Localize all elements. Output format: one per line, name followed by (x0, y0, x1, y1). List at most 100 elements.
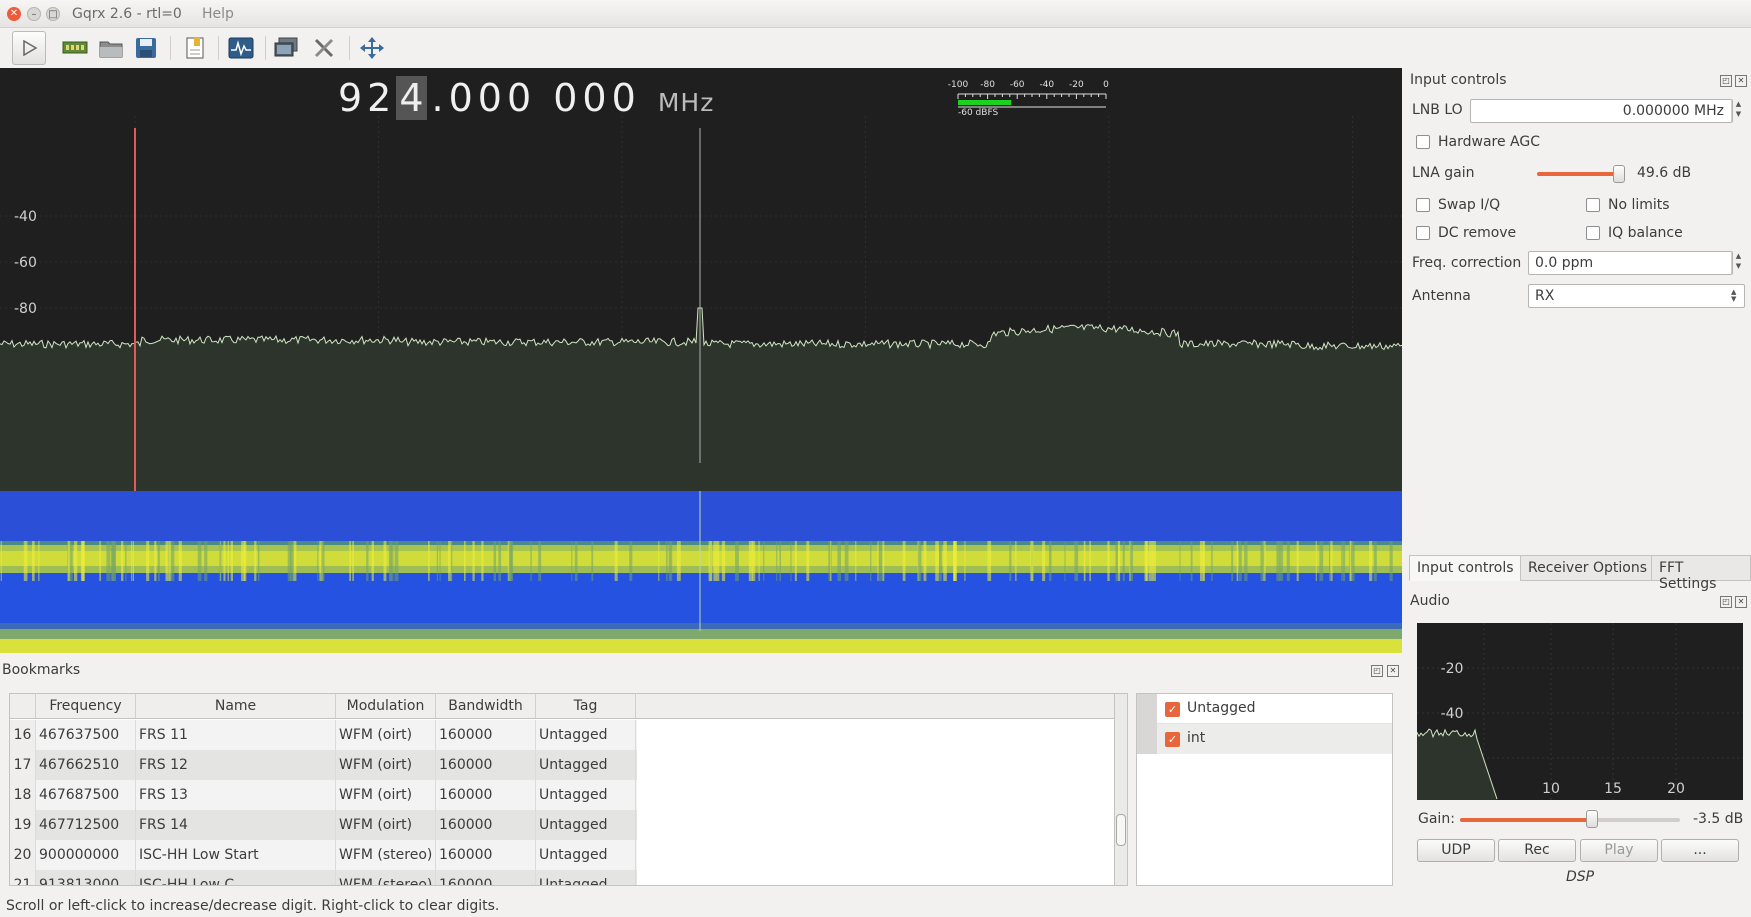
menu-help[interactable]: Help (202, 6, 234, 22)
waterfall-streak (80, 541, 85, 581)
waterfall-streak (428, 541, 430, 581)
udp-button[interactable]: UDP (1417, 839, 1495, 862)
iq-balance-checkbox[interactable] (1586, 226, 1600, 240)
close-dock-icon[interactable]: ✕ (1387, 665, 1399, 677)
waterfall-streak (1145, 541, 1149, 581)
bookmarks-table[interactable]: Frequency Name Modulation Bandwidth Tag … (9, 693, 1115, 886)
float-dock-icon[interactable]: ◰ (1720, 75, 1732, 87)
tab-receiver-options[interactable]: Receiver Options (1520, 555, 1656, 581)
window-title: Gqrx 2.6 - rtl=0 (72, 6, 182, 22)
fullscreen-icon[interactable] (357, 33, 387, 63)
table-row[interactable]: 21 913813000 ISC-HH Low C WFM (stereo) 16000… (10, 870, 637, 885)
table-row[interactable]: 18 467687500 FRS 13 WFM (oirt) 160000 Untagge… (10, 780, 637, 810)
frequency-selected-digit[interactable]: 4 (396, 76, 427, 120)
waterfall-streak (1369, 541, 1373, 581)
waterfall-streak (317, 541, 319, 581)
antenna-select[interactable]: RX (1528, 284, 1745, 308)
freq-correction-field[interactable]: 0.0 ppm (1528, 251, 1733, 275)
minimize-window-button[interactable]: – (27, 7, 41, 21)
no-limits-checkbox[interactable] (1586, 198, 1600, 212)
play-button[interactable]: Play (1580, 839, 1658, 862)
hardware-agc-label: Hardware AGC (1438, 134, 1540, 150)
scrollbar-thumb[interactable] (1116, 814, 1126, 846)
tags-list[interactable]: ✓ Untagged ✓ int (1136, 693, 1393, 886)
table-row[interactable]: 17 467662510 FRS 12 WFM (oirt) 160000 Untagge… (10, 750, 637, 780)
hardware-agc-checkbox[interactable] (1416, 135, 1430, 149)
waterfall-streak (666, 541, 668, 581)
waterfall-streak (1122, 541, 1125, 581)
rec-button[interactable]: Rec (1498, 839, 1576, 862)
float-dock-icon[interactable]: ◰ (1371, 665, 1383, 677)
settings-icon[interactable] (309, 33, 339, 63)
cell-num: 19 (10, 810, 36, 840)
audio-options-button[interactable]: ... (1661, 839, 1739, 862)
waterfall-streak (146, 541, 150, 581)
waterfall-streak (254, 541, 257, 581)
table-corner (10, 694, 36, 719)
hardware-icon[interactable] (60, 33, 90, 63)
float-dock-icon[interactable]: ◰ (1720, 596, 1732, 608)
open-icon[interactable] (96, 33, 126, 63)
header-filler (636, 694, 1114, 719)
maximize-window-button[interactable]: □ (46, 7, 60, 21)
table-row[interactable]: 16 467637500 FRS 11 WFM (oirt) 160000 Untagge… (10, 720, 637, 750)
waterfall-streak (1315, 541, 1317, 581)
tab-fft-settings[interactable]: FFT Settings (1651, 555, 1751, 592)
checkmark-icon[interactable]: ✓ (1165, 702, 1180, 717)
close-dock-icon[interactable]: ✕ (1735, 75, 1747, 87)
freq-correction-label: Freq. correction (1412, 255, 1522, 271)
cell-num: 18 (10, 780, 36, 810)
waterfall-streak (219, 541, 222, 581)
waterfall-streak (99, 541, 101, 581)
close-window-button[interactable]: ✕ (7, 7, 21, 21)
dc-remove-checkbox[interactable] (1416, 226, 1430, 240)
tab-input-controls[interactable]: Input controls (1409, 555, 1522, 581)
lnb-lo-field[interactable]: 0.000000 MHz (1470, 99, 1733, 123)
frequency-suffix[interactable]: .000 000 (431, 76, 641, 120)
swap-iq-checkbox[interactable] (1416, 198, 1430, 212)
cell-freq: 467687500 (36, 780, 136, 810)
bookmark-icon[interactable] (180, 33, 210, 63)
waterfall-streak (204, 541, 208, 581)
audio-gain-slider[interactable] (1586, 810, 1598, 828)
column-header-modulation[interactable]: Modulation (336, 694, 436, 719)
spectrum-plot[interactable]: -40-60-80-100-120-140924.0924.5925.0925.… (0, 68, 1402, 491)
tag-item[interactable]: ✓ Untagged (1137, 694, 1392, 724)
frequency-readout[interactable]: 924.000 000 MHz (338, 76, 714, 120)
lnb-lo-spinner[interactable]: ▲ ▼ (1731, 99, 1745, 123)
column-header-bandwidth[interactable]: Bandwidth (436, 694, 536, 719)
audio-y-tick: -20 (1441, 661, 1464, 677)
column-header-frequency[interactable]: Frequency (36, 694, 136, 719)
tag-item[interactable]: ✓ int (1137, 724, 1392, 754)
waterfall-streak (591, 541, 594, 581)
waterfall-streak (352, 541, 354, 581)
waterfall-streak (154, 541, 157, 581)
frequency-prefix[interactable]: 92 (338, 76, 397, 120)
save-icon[interactable] (131, 33, 161, 63)
table-row[interactable]: 20 900000000 ISC-HH Low Start WFM (stereo) 1… (10, 840, 637, 870)
waterfall-streak (366, 541, 369, 581)
remote-icon[interactable] (272, 33, 302, 63)
waterfall-streak (1330, 541, 1333, 581)
waterfall-streak (121, 541, 124, 581)
freq-correction-spinner[interactable]: ▲ ▼ (1731, 251, 1745, 275)
y-tick-label: -60 (14, 255, 37, 271)
play-icon[interactable] (12, 31, 46, 65)
waterfall-band (0, 566, 1402, 573)
waterfall-streak (943, 541, 947, 581)
lna-gain-fill (1537, 172, 1619, 176)
checkmark-icon[interactable]: ✓ (1165, 732, 1180, 747)
table-row[interactable]: 19 467712500 FRS 14 WFM (oirt) 160000 Untagge… (10, 810, 637, 840)
waterfall-streak (448, 541, 452, 581)
lna-gain-slider[interactable] (1612, 165, 1625, 183)
cell-num: 21 (10, 870, 36, 885)
cell-mod: WFM (stereo) (336, 870, 436, 885)
column-header-name[interactable]: Name (136, 694, 336, 719)
close-dock-icon[interactable]: ✕ (1735, 596, 1747, 608)
waterfall-streak (721, 541, 726, 581)
fft-icon[interactable] (226, 33, 256, 63)
column-header-tag[interactable]: Tag (536, 694, 636, 719)
cell-freq: 467712500 (36, 810, 136, 840)
bookmarks-scrollbar[interactable] (1114, 693, 1128, 886)
waterfall-display[interactable] (0, 491, 1402, 653)
